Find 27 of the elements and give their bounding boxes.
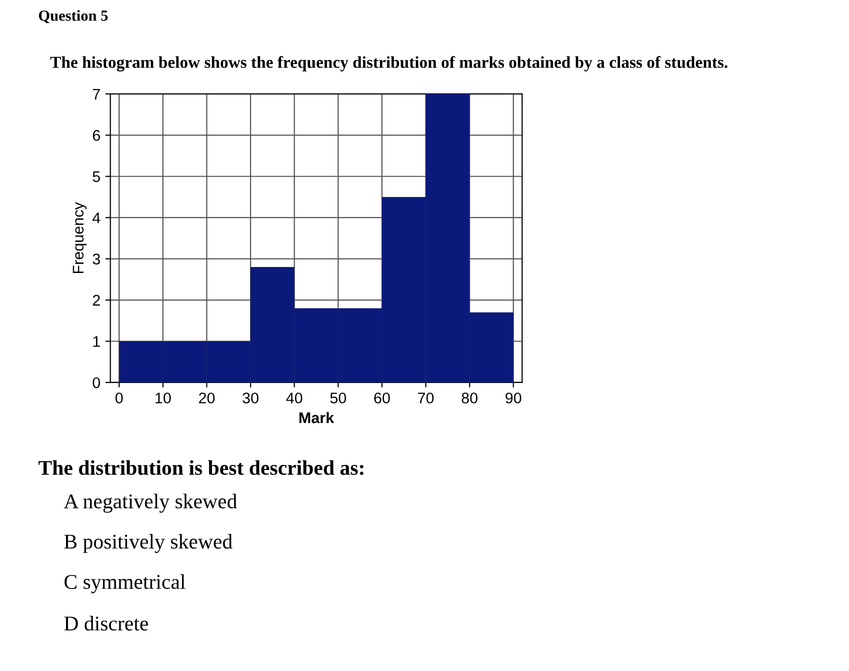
y-tick-label: 3 bbox=[92, 254, 100, 264]
x-tick-label: 80 bbox=[462, 392, 478, 404]
y-axis-title: Frequency bbox=[72, 202, 87, 274]
text: D discrete bbox=[64, 616, 148, 631]
x-tick-label: 40 bbox=[286, 392, 302, 404]
x-tick-label: 30 bbox=[242, 392, 258, 404]
x-tick-label: 50 bbox=[330, 392, 346, 404]
y-tick-label: 6 bbox=[92, 130, 100, 141]
y-tick-label: 0 bbox=[92, 377, 100, 388]
y-tick-label: 5 bbox=[92, 171, 100, 182]
chart-subtitle: The histogram below shows the frequency distribution of marks obtained by a class of students. bbox=[50, 56, 728, 72]
chart-title: Question 5 bbox=[38, 10, 108, 24]
x-tick-label: 60 bbox=[374, 392, 390, 404]
y-tick-label: 2 bbox=[92, 294, 100, 306]
x-tick-label: 70 bbox=[418, 392, 434, 404]
text: A negatively skewed bbox=[64, 494, 237, 513]
text: The distribution is best described as: bbox=[38, 460, 364, 476]
y-tick-label: 4 bbox=[92, 212, 100, 224]
text: B positively skewed bbox=[64, 534, 232, 553]
x-tick-label: 0 bbox=[115, 392, 123, 404]
y-tick-label: 7 bbox=[92, 88, 100, 100]
text: C symmetrical bbox=[64, 574, 186, 594]
y-tick-label: 1 bbox=[93, 336, 100, 347]
x-tick-label: 10 bbox=[156, 392, 171, 404]
x-tick-label: 90 bbox=[506, 392, 522, 404]
x-axis-title: Mark bbox=[299, 412, 334, 424]
x-tick-label: 20 bbox=[199, 392, 215, 404]
